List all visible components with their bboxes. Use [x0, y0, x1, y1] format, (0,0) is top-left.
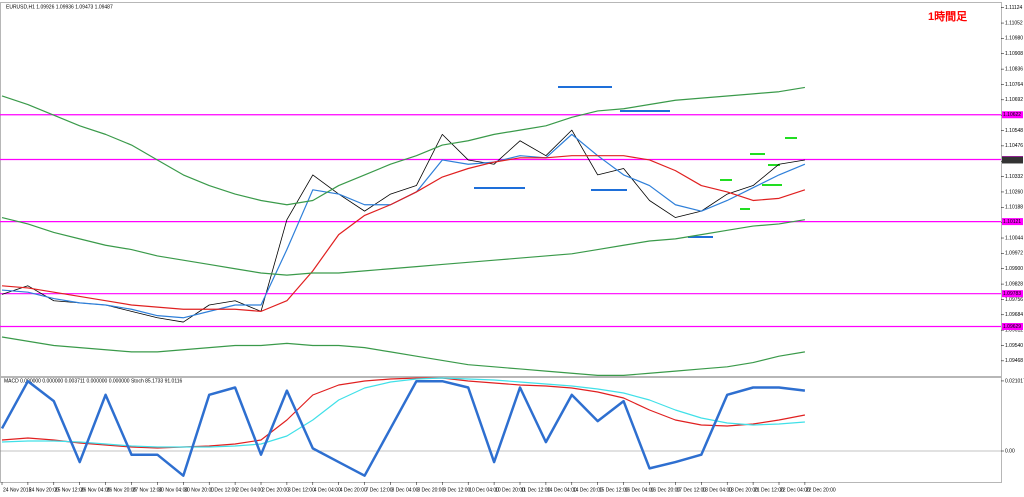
y-tick-label: 0.00: [1005, 448, 1015, 454]
series-line: [0, 379, 806, 477]
y-tick-label: 1.09468: [1005, 358, 1023, 364]
x-tick-label: 16 Dec 20:00: [651, 487, 681, 493]
y-tick-label: 1.09540: [1005, 343, 1023, 349]
x-tick-label: 27 Nov 12:00: [133, 487, 163, 493]
x-tick-label: 25 Nov 12:00: [55, 487, 85, 493]
x-tick-label: 26 Nov 20:00: [107, 487, 137, 493]
x-tick-label: 22 Dec 20:00: [806, 487, 836, 493]
y-tick-label: 1.11124: [1005, 5, 1023, 11]
y-tick-label: 1.10836: [1005, 66, 1023, 72]
series-line: [1, 86, 805, 206]
x-tick-label: 3 Dec 12:00: [288, 487, 315, 493]
y-tick-label: 1.10044: [1005, 235, 1023, 241]
y-tick-label: 1.10260: [1005, 189, 1023, 195]
y-tick-label: 0.021017: [1005, 378, 1024, 384]
x-tick-label: 18 Dec 20:00: [728, 487, 758, 493]
level-label-box: [1002, 323, 1023, 331]
x-tick-label: 17 Dec 12:00: [676, 487, 706, 493]
y-tick-label: 1.10548: [1005, 128, 1023, 134]
level-label-box: [1002, 218, 1023, 226]
level-label-box: [1002, 290, 1023, 298]
y-tick-label: 1.09900: [1005, 266, 1023, 272]
level-label: 1.10121: [1003, 219, 1021, 225]
x-tick-label: 24 Nov 20:00: [29, 487, 59, 493]
x-tick-label: 30 Nov 20:00: [184, 487, 214, 493]
y-tick-label: 1.10980: [1005, 36, 1023, 42]
y-tick-label: 1.09756: [1005, 297, 1023, 303]
x-tick-label: 14 Dec 20:00: [573, 487, 603, 493]
x-tick-label: 4 Dec 04:00: [314, 487, 341, 493]
x-tick-label: 8 Dec 20:00: [417, 487, 444, 493]
x-tick-label: 14 Dec 04:00: [547, 487, 577, 493]
series-line: [1, 377, 805, 448]
x-tick-label: 10 Dec 20:00: [495, 487, 525, 493]
x-tick-label: 15 Dec 12:00: [599, 487, 629, 493]
y-tick-label: 1.09972: [1005, 251, 1023, 257]
series-line: [1, 129, 805, 323]
x-tick-label: 11 Dec 12:00: [521, 487, 551, 493]
x-tick-label: 21 Dec 12:00: [754, 487, 784, 493]
x-tick-label: 8 Dec 04:00: [392, 487, 419, 493]
y-tick-label: 1.10908: [1005, 51, 1023, 57]
x-tick-label: 1 Dec 12:00: [210, 487, 237, 493]
y-tick-label: 1.10692: [1005, 97, 1023, 103]
y-tick-label: 1.10476: [1005, 143, 1023, 149]
y-tick-label: 1.09612: [1005, 327, 1023, 333]
level-label-box: [1002, 111, 1023, 119]
y-tick-label: 1.10332: [1005, 174, 1023, 180]
x-tick-label: 4 Dec 20:00: [340, 487, 367, 493]
x-tick-label: 9 Dec 12:00: [443, 487, 470, 493]
x-tick-label: 7 Dec 12:00: [366, 487, 393, 493]
x-tick-label: 24 Nov 2015: [3, 487, 32, 493]
y-tick-label: 1.10764: [1005, 82, 1023, 88]
y-tick-label: 1.09828: [1005, 281, 1023, 287]
x-tick-label: 2 Dec 04:00: [236, 487, 263, 493]
x-tick-label: 30 Nov 04:00: [158, 487, 188, 493]
y-tick-label: 1.10188: [1005, 205, 1023, 211]
chart-title: 1時間足: [928, 9, 968, 23]
indicator-header: MACD 0.000000 0.000000 0.003711 0.000000…: [4, 378, 183, 384]
series-line: [1, 336, 805, 376]
y-tick-label: 1.11052: [1005, 20, 1023, 26]
x-tick-label: 26 Nov 04:00: [81, 487, 111, 493]
chart-header: EURUSD,H1 1.09926 1.09936 1.09473 1.0948…: [6, 4, 113, 10]
main-pane: [0, 2, 1002, 377]
x-tick-label: 22 Dec 04:00: [780, 487, 810, 493]
series-line: [1, 155, 806, 312]
level-label: 1.09629: [1003, 324, 1021, 330]
price-label-box: [1002, 156, 1023, 164]
x-tick-label: 2 Dec 20:00: [262, 487, 289, 493]
level-label: 1.10622: [1003, 112, 1021, 118]
x-tick-label: 18 Dec 04:00: [702, 487, 732, 493]
x-tick-label: 16 Dec 04:00: [625, 487, 655, 493]
series-line: [1, 216, 805, 276]
y-tick-label: 1.09684: [1005, 312, 1023, 318]
indicator-pane: [0, 377, 1002, 483]
level-label: 1.09783: [1003, 291, 1021, 297]
series-line: [1, 377, 806, 449]
x-tick-label: 10 Dec 04:00: [469, 487, 499, 493]
